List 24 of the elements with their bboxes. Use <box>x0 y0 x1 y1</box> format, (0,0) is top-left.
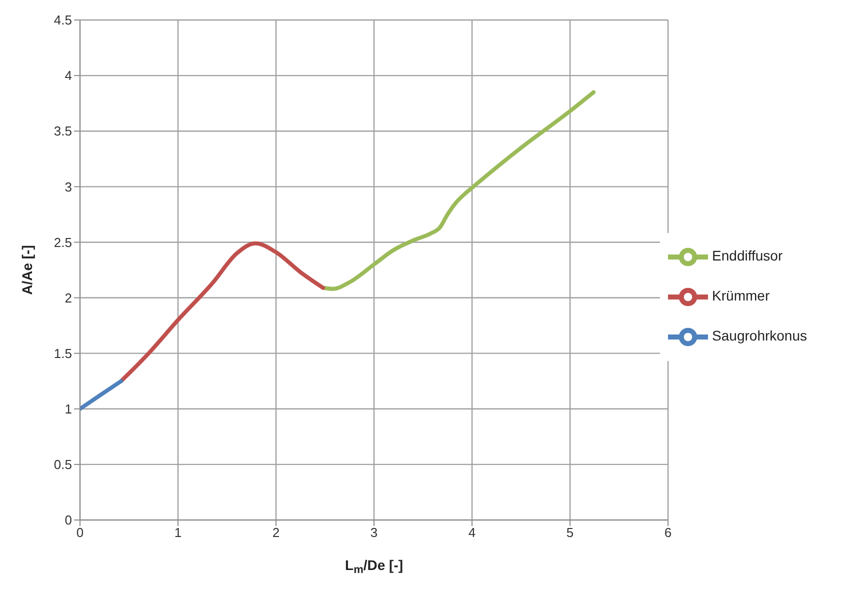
legend-label: Saugrohrkonus <box>712 328 807 344</box>
y-tick-label: 2.5 <box>54 234 72 250</box>
y-tick-label: 0 <box>64 512 72 528</box>
x-tick-label: 5 <box>566 525 574 540</box>
y-axis-title: A/Ae [-] <box>19 245 35 295</box>
y-tick-label: 1.5 <box>54 346 72 361</box>
legend-label: Krümmer <box>712 288 770 304</box>
y-tick-label: 3 <box>64 179 72 194</box>
line-series <box>321 90 596 291</box>
legend-label: Enddiffusor <box>712 248 783 264</box>
x-tick-label: 1 <box>174 525 182 540</box>
y-tick-label: 4 <box>64 68 72 84</box>
x-tick-label: 2 <box>272 525 280 540</box>
x-tick-label: 4 <box>468 525 476 540</box>
x-axis-title: L$_{m}$/De [-] <box>345 557 404 576</box>
line-series <box>119 241 326 384</box>
y-tick-label: 2 <box>64 290 72 306</box>
y-tick-label: 1 <box>64 402 72 417</box>
x-tick-label: 3 <box>370 525 378 540</box>
y-tick-label: 0.5 <box>54 457 72 472</box>
y-tick-label: 4.5 <box>54 12 72 28</box>
x-tick-label: 6 <box>664 525 672 540</box>
y-tick-label: 3.5 <box>54 124 72 139</box>
x-tick-label: 0 <box>76 525 84 540</box>
